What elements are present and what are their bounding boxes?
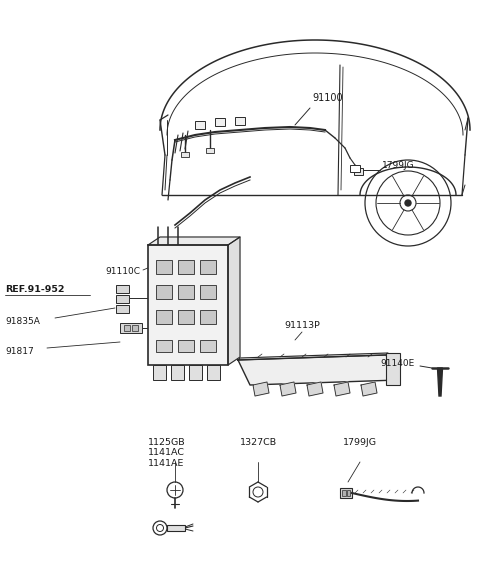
Text: 1799JG: 1799JG [343, 438, 377, 447]
Polygon shape [253, 382, 269, 396]
Text: 91817: 91817 [5, 347, 34, 357]
Bar [386, 353, 400, 385]
Bar [116, 295, 129, 303]
Bar [200, 260, 216, 274]
Text: 91100: 91100 [312, 93, 343, 103]
Bar [206, 148, 214, 153]
Bar [156, 340, 172, 352]
Text: 91110C: 91110C [105, 268, 140, 276]
Bar [153, 365, 166, 380]
Bar [195, 121, 205, 129]
Bar [156, 310, 172, 324]
Polygon shape [437, 368, 443, 396]
Bar [181, 152, 189, 157]
Bar [116, 285, 129, 293]
Text: 1125GB
1141AC
1141AE: 1125GB 1141AC 1141AE [148, 438, 186, 468]
Polygon shape [361, 382, 377, 396]
Bar [167, 525, 185, 531]
Bar [200, 310, 216, 324]
Text: 1327CB: 1327CB [240, 438, 276, 447]
Bar [132, 325, 138, 331]
Bar [156, 260, 172, 274]
Polygon shape [280, 382, 296, 396]
Polygon shape [238, 353, 388, 360]
Bar [124, 325, 130, 331]
Text: 1799JG: 1799JG [382, 161, 415, 171]
Bar [171, 365, 184, 380]
Bar [116, 305, 129, 313]
Bar [189, 365, 202, 380]
Bar [354, 168, 363, 175]
Bar [178, 260, 194, 274]
Bar [347, 490, 350, 496]
Bar [178, 340, 194, 352]
Polygon shape [334, 382, 350, 396]
Text: 91835A: 91835A [5, 318, 40, 327]
Circle shape [405, 200, 411, 206]
Bar [178, 310, 194, 324]
Bar [207, 365, 220, 380]
Polygon shape [307, 382, 323, 396]
Bar [200, 340, 216, 352]
Bar [235, 117, 245, 125]
Bar [148, 245, 228, 365]
Bar [215, 118, 225, 126]
Bar [350, 165, 360, 172]
Polygon shape [148, 237, 240, 245]
Bar [120, 323, 142, 333]
Text: REF.91-952: REF.91-952 [5, 286, 64, 294]
Polygon shape [238, 355, 398, 385]
Text: 91113P: 91113P [284, 321, 320, 330]
Bar [200, 285, 216, 299]
Text: 91140E: 91140E [380, 359, 414, 367]
Bar [342, 490, 346, 496]
Bar [178, 285, 194, 299]
Bar [340, 488, 352, 498]
Polygon shape [228, 237, 240, 365]
Bar [156, 285, 172, 299]
